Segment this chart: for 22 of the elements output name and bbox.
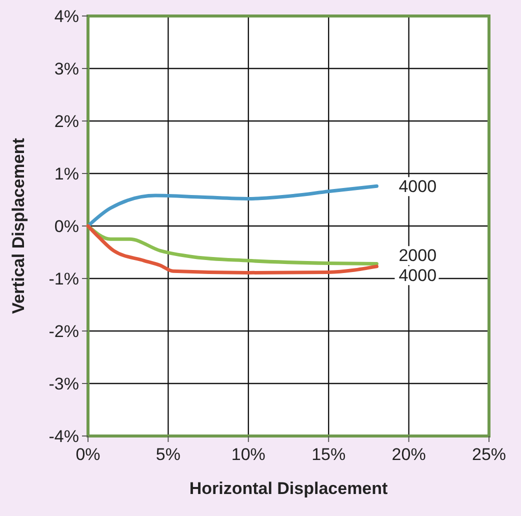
line-series — [86, 184, 378, 228]
x-tick-label: 0% — [76, 445, 100, 464]
y-tick-label: 1% — [54, 164, 79, 184]
series-label: 4000 — [398, 266, 437, 286]
y-axis-title: Vertical Displacement — [9, 138, 28, 314]
x-tick-label: 15% — [312, 445, 346, 464]
x-tick-label: 10% — [231, 445, 266, 464]
y-tick-label: -3% — [48, 374, 79, 394]
x-tick-label: 5% — [156, 445, 180, 464]
x-tick-label: 20% — [392, 445, 426, 464]
x-tick-label: 25% — [472, 445, 506, 464]
x-axis-title: Horizontal Displacement — [189, 479, 388, 498]
y-tick-label: 4% — [54, 7, 79, 26]
line-series — [86, 224, 378, 274]
y-tick-label: 2% — [54, 112, 79, 131]
series-label: 4000 — [398, 177, 437, 196]
y-tick-label: 3% — [54, 60, 79, 78]
y-tick-label: 0% — [54, 217, 79, 236]
series-label: 2000 — [398, 246, 437, 266]
y-tick-label: -2% — [48, 322, 79, 341]
y-tick-label: -4% — [48, 427, 79, 446]
y-tick-label: -1% — [48, 270, 79, 288]
